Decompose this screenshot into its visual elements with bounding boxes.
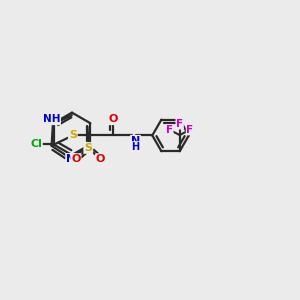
- Text: H: H: [131, 142, 140, 152]
- Text: N: N: [66, 154, 75, 164]
- Text: S: S: [84, 143, 92, 153]
- Text: O: O: [71, 154, 81, 164]
- Text: S: S: [69, 130, 77, 140]
- Text: N: N: [131, 136, 140, 146]
- Text: Cl: Cl: [30, 140, 42, 149]
- Text: O: O: [96, 154, 105, 164]
- Text: F: F: [176, 119, 183, 129]
- Text: F: F: [186, 125, 194, 135]
- Text: NH: NH: [43, 114, 60, 124]
- Text: F: F: [166, 125, 173, 135]
- Text: O: O: [108, 114, 118, 124]
